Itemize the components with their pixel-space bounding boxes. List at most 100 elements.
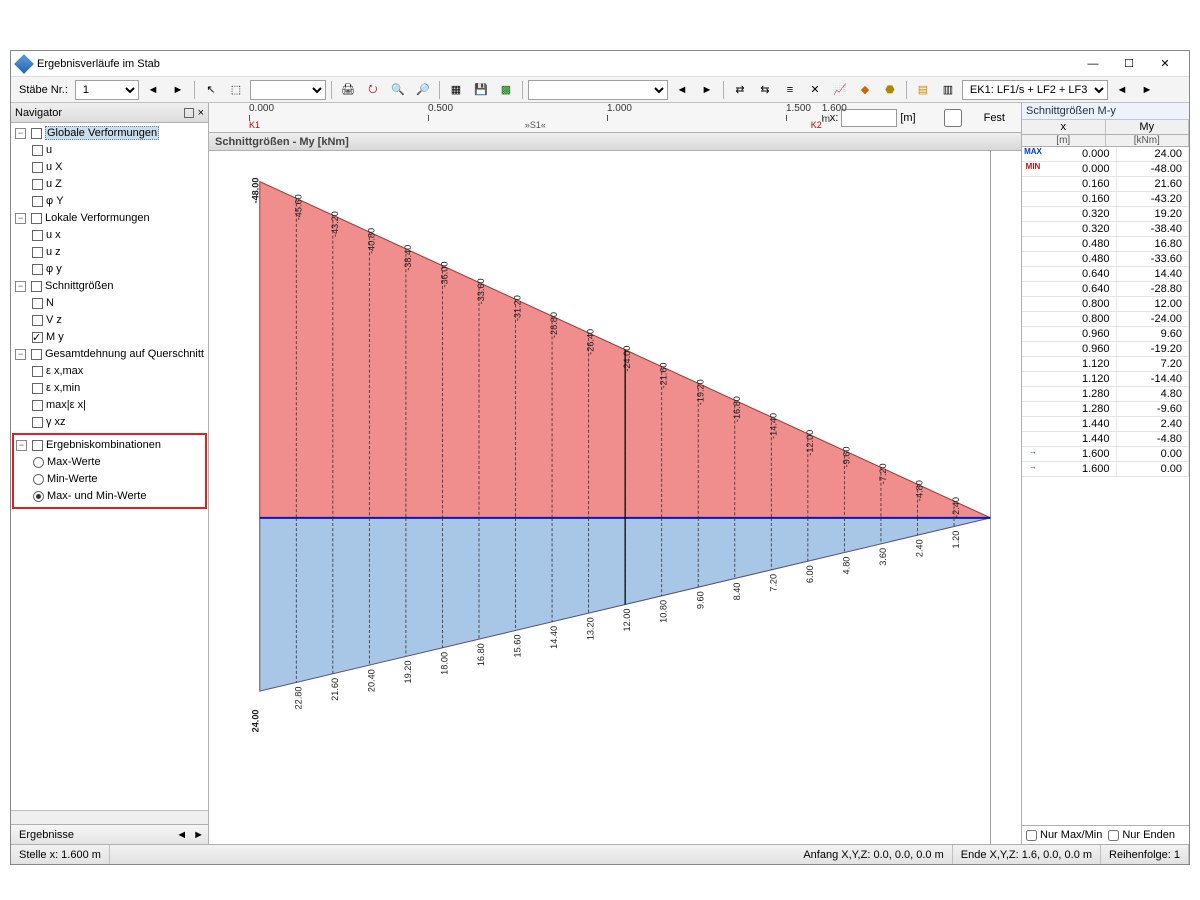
svg-text:16.80: 16.80 (476, 643, 486, 666)
nurend-checkbox[interactable]: Nur Enden (1108, 829, 1175, 841)
nav-next-button[interactable]: ► (167, 79, 189, 101)
svg-text:18.00: 18.00 (439, 652, 449, 675)
tab-ergebnisse[interactable]: Ergebnisse (15, 829, 78, 841)
table-row[interactable]: MIN0.000-48.00 (1022, 162, 1189, 177)
svg-text:-28.80: -28.80 (549, 312, 559, 338)
combo-1[interactable] (250, 80, 326, 100)
next3-button[interactable]: ► (1136, 79, 1158, 101)
nav-scrollbar[interactable] (11, 810, 208, 824)
table-row[interactable]: 1.4402.40 (1022, 417, 1189, 432)
table-row[interactable]: 0.960-19.20 (1022, 342, 1189, 357)
export-icon[interactable]: ⭮ (362, 79, 384, 101)
nav-close-icon[interactable]: × (198, 107, 204, 119)
svg-text:22.80: 22.80 (293, 687, 303, 710)
svg-text:8.40: 8.40 (732, 583, 742, 601)
sheet-icon[interactable]: ▥ (937, 79, 959, 101)
chart-title: Schnittgrößen - My [kNm] (209, 133, 1021, 151)
svg-text:-48.00: -48.00 (251, 177, 261, 203)
table-row[interactable]: 1.280-9.60 (1022, 402, 1189, 417)
svg-text:13.20: 13.20 (586, 617, 596, 640)
svg-text:-16.80: -16.80 (732, 396, 742, 422)
prev2-button[interactable]: ◄ (671, 79, 693, 101)
excel-icon[interactable]: ▩ (495, 79, 517, 101)
table-row[interactable]: 0.320-38.40 (1022, 222, 1189, 237)
window-title: Ergebnisverläufe im Stab (37, 58, 1075, 70)
table-row[interactable]: 0.480-33.60 (1022, 252, 1189, 267)
table-row[interactable]: 0.64014.40 (1022, 267, 1189, 282)
x-input[interactable] (841, 109, 897, 127)
svg-text:15.60: 15.60 (513, 635, 523, 658)
chart-area[interactable]: -45.6022.80-43.2021.60-40.8020.40-38.401… (209, 151, 1021, 844)
maximize-button[interactable]: ☐ (1111, 53, 1147, 75)
tool-b-icon[interactable]: ⇆ (754, 79, 776, 101)
close-button[interactable]: ✕ (1147, 53, 1183, 75)
table-row[interactable]: 0.9609.60 (1022, 327, 1189, 342)
svg-text:12.00: 12.00 (622, 609, 632, 632)
navigator-panel: Navigator × −Globale Verformungenuu Xu Z… (11, 103, 209, 844)
ek-select[interactable]: EK1: LF1/s + LF2 + LF3 (962, 80, 1108, 100)
table-row[interactable]: →1.6000.00 (1022, 462, 1189, 477)
table-row[interactable]: 0.32019.20 (1022, 207, 1189, 222)
status-reihen: Reihenfolge: 1 (1101, 845, 1189, 864)
tool-e-icon[interactable]: 📈 (829, 79, 851, 101)
svg-text:-19.20: -19.20 (695, 379, 705, 405)
table-row[interactable]: 0.640-28.80 (1022, 282, 1189, 297)
svg-text:10.80: 10.80 (659, 600, 669, 623)
pin-icon[interactable] (184, 108, 194, 118)
table-row[interactable]: 1.2804.80 (1022, 387, 1189, 402)
svg-text:-40.80: -40.80 (366, 228, 376, 254)
table-row[interactable]: 0.80012.00 (1022, 297, 1189, 312)
tool-g-icon[interactable]: ⬣ (879, 79, 901, 101)
results-table-panel: Schnittgrößen M-y x My [m] [kNm] MAX0.00… (1021, 103, 1189, 844)
save-icon[interactable]: 💾 (470, 79, 492, 101)
zoom-out-icon[interactable]: 🔎 (412, 79, 434, 101)
combo-2[interactable] (528, 80, 668, 100)
prev3-button[interactable]: ◄ (1111, 79, 1133, 101)
chart-panel: 0.0000.5001.0001.5001.600 mK1K2»S1« x: [… (209, 103, 1021, 844)
status-stelle: Stelle x: 1.600 m (11, 845, 110, 864)
tab-prev-icon[interactable]: ◄ (176, 829, 187, 841)
tool-a-icon[interactable]: ⇄ (729, 79, 751, 101)
svg-text:-9.60: -9.60 (841, 447, 851, 468)
table-row[interactable]: 0.48016.80 (1022, 237, 1189, 252)
tool-c-icon[interactable]: ≡ (779, 79, 801, 101)
tool-f-icon[interactable]: ◆ (854, 79, 876, 101)
table-title: Schnittgrößen M-y (1022, 103, 1189, 120)
nurmax-checkbox[interactable]: Nur Max/Min (1026, 829, 1102, 841)
table-row[interactable]: MAX0.00024.00 (1022, 147, 1189, 162)
pointer-icon[interactable]: ↖ (200, 79, 222, 101)
select-icon[interactable]: ⬚ (225, 79, 247, 101)
nav-prev-button[interactable]: ◄ (142, 79, 164, 101)
svg-text:14.40: 14.40 (549, 626, 559, 649)
svg-text:20.40: 20.40 (366, 669, 376, 692)
tab-next-icon[interactable]: ► (193, 829, 204, 841)
table-row[interactable]: 1.120-14.40 (1022, 372, 1189, 387)
staebe-select[interactable]: 1 (75, 80, 139, 100)
table-row[interactable]: →1.6000.00 (1022, 447, 1189, 462)
staebe-label: Stäbe Nr.: (15, 84, 72, 96)
svg-text:1.20: 1.20 (951, 531, 961, 549)
svg-text:24.00: 24.00 (251, 709, 261, 732)
table-row[interactable]: 0.800-24.00 (1022, 312, 1189, 327)
table-header: x My (1022, 120, 1189, 135)
table-body[interactable]: MAX0.00024.00MIN0.000-48.000.16021.600.1… (1022, 147, 1189, 825)
table-row[interactable]: 1.440-4.80 (1022, 432, 1189, 447)
svg-text:-7.20: -7.20 (878, 463, 888, 484)
app-window: Ergebnisverläufe im Stab — ☐ ✕ Stäbe Nr.… (10, 50, 1190, 865)
svg-text:3.60: 3.60 (878, 548, 888, 566)
navigator-tree[interactable]: −Globale Verformungenuu Xu Zφ Y−Lokale V… (11, 123, 208, 810)
window-icon[interactable]: ▦ (445, 79, 467, 101)
zoom-in-icon[interactable]: 🔍 (387, 79, 409, 101)
calc-icon[interactable]: ▤ (912, 79, 934, 101)
table-row[interactable]: 1.1207.20 (1022, 357, 1189, 372)
minimize-button[interactable]: — (1075, 53, 1111, 75)
svg-text:-14.40: -14.40 (768, 413, 778, 439)
print-icon[interactable]: 🖨 (337, 79, 359, 101)
table-row[interactable]: 0.160-43.20 (1022, 192, 1189, 207)
app-icon (14, 54, 34, 74)
table-row[interactable]: 0.16021.60 (1022, 177, 1189, 192)
fest-checkbox[interactable] (925, 109, 981, 127)
next2-button[interactable]: ► (696, 79, 718, 101)
svg-text:-21.60: -21.60 (659, 362, 669, 388)
tool-d-icon[interactable]: ✕ (804, 79, 826, 101)
